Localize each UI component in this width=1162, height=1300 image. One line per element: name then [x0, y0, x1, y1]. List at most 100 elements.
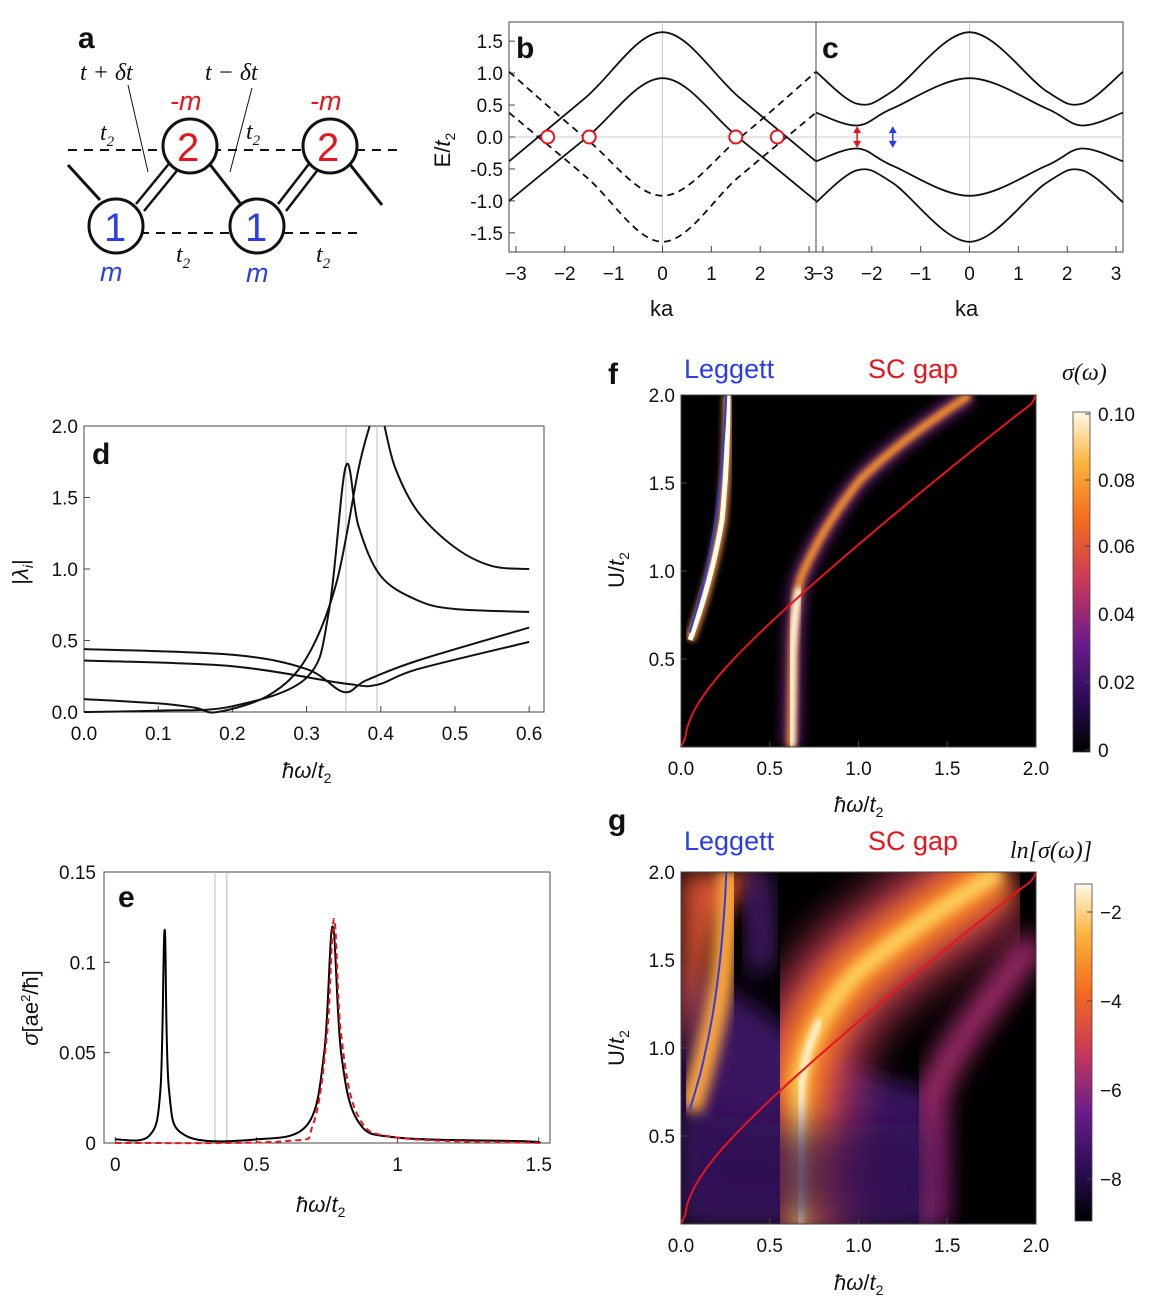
gap-arrow-head — [888, 140, 897, 148]
x-tick-label: 1.5 — [934, 759, 960, 780]
legend-sc-gap: SC gap — [868, 354, 958, 384]
colorbar-tick-label: 0.04 — [1098, 605, 1135, 626]
y-tick-label: 2.0 — [649, 386, 675, 407]
panel-b-plot: −3 −2 −1 0 1 2 3 1.5 1.0 0.5 0.0 -0.5 -1.0 -1.5 — [470, 22, 817, 285]
heatmap-f-image — [681, 395, 1036, 747]
colorbar-title-g: ln[σ(ω)] — [1010, 838, 1092, 864]
x-tick-label: 3 — [804, 264, 815, 285]
leggett-curve — [688, 871, 728, 1110]
panel-e-plot: 0 0.5 1 1.5 0.15 0.1 0.05 0 — [59, 863, 552, 1176]
x-tick-label: 0 — [110, 1155, 121, 1176]
legend-sc-gap: SC gap — [868, 826, 958, 856]
panel-c-plot: −3 −2 −1 0 1 2 3 — [812, 22, 1124, 285]
pointer-plus — [127, 84, 149, 173]
panel-b-band-structure: b −3 −2 −1 0 1 2 31.51.00.50.0-0.5-1.0-1.5 ka … — [430, 21, 817, 321]
x-tick-label: 0.4 — [368, 724, 395, 745]
colorbar-tick-label: 0.06 — [1098, 537, 1135, 558]
y-tick-label: 1.0 — [649, 562, 675, 583]
panel-d-plot: 0.0 0.1 0.2 0.3 0.4 0.5 0.6 2.0 1.5 1.0 0.5 0.0 — [52, 417, 543, 745]
y-tick-label: 0.0 — [52, 703, 78, 724]
band-line — [508, 77, 817, 202]
x-tick-label: 1 — [1013, 264, 1024, 285]
t2-label: t2 — [176, 242, 191, 272]
panel-f-ylabel: U/t2 — [604, 552, 632, 588]
y-tick-label: 0.5 — [477, 96, 503, 117]
heatmap-f-axes: 0.0 0.5 1.0 1.5 2.0 2.0 1.5 1.0 0.5 — [649, 386, 1050, 780]
panel-g-heatmap: g Leggett SC gap ln[σ(ω)] 0.0 0.5 1.0 1.5 2.… — [604, 804, 1122, 1298]
sc-gap-curve — [680, 394, 1037, 748]
panel-d-ylabel: |λi| — [8, 559, 36, 584]
y-tick-label: 2.0 — [52, 417, 78, 438]
mass-label-neg-m: -m — [310, 86, 341, 116]
heatmap-f-overlays — [680, 394, 1037, 748]
y-tick-label: 1.5 — [649, 951, 675, 972]
x-tick-label: 2 — [755, 264, 766, 285]
panel-label-d: d — [92, 438, 110, 471]
panel-g-xlabel: ħω/t2 — [834, 1270, 884, 1298]
double-bond-1a — [135, 159, 173, 205]
panel-a-lattice-diagram: a 1 1 2 2 m m -m -m t + δt t − δt t2 t2 … — [66, 22, 398, 288]
mass-label-m: m — [246, 258, 269, 288]
colorbar-tick-label: 0.02 — [1098, 673, 1135, 694]
x-tick-label: 0 — [964, 264, 975, 285]
x-tick-label: 1 — [706, 264, 717, 285]
eigenvalue-curve — [83, 425, 371, 714]
panel-label-a: a — [78, 22, 95, 55]
x-tick-label: 1.5 — [525, 1155, 551, 1176]
panel-label-b: b — [516, 32, 534, 65]
x-tick-label: 0.1 — [145, 724, 171, 745]
y-tick-label: 0.5 — [649, 1127, 675, 1148]
colorbar-g-ticks: −2 −4 −6 −8 — [1087, 903, 1122, 1191]
legend-leggett: Leggett — [684, 354, 775, 384]
mass-label-neg-m: -m — [170, 86, 201, 116]
panel-label-g: g — [608, 804, 626, 837]
site-2-label: 2 — [317, 126, 339, 170]
conductivity-curve — [115, 917, 539, 1145]
colorbar-tick-label: 0.10 — [1098, 405, 1135, 426]
t2-label: t2 — [316, 242, 331, 272]
dirac-point-marker — [769, 129, 785, 145]
y-tick-label: 0.15 — [59, 863, 96, 884]
x-tick-label: 0.2 — [219, 724, 245, 745]
y-tick-label: 1.0 — [52, 560, 78, 581]
panel-b-ylabel: E/t2 — [430, 132, 458, 167]
colorbar-tick-label: 0.08 — [1098, 471, 1135, 492]
gap-arrow-head — [888, 126, 897, 134]
x-tick-label: 0.3 — [293, 724, 319, 745]
bond-right — [346, 161, 384, 206]
heatmap-g-image — [681, 872, 1036, 1224]
y-tick-label: 1.5 — [52, 489, 78, 510]
y-tick-label: 1.5 — [477, 32, 503, 53]
y-tick-label: 1.0 — [649, 1039, 675, 1060]
y-tick-label: 0.5 — [649, 650, 675, 671]
panel-e-conductivity: e 0 0.5 1 1.5 0.15 0.1 0.05 0 ħω/t2 σ[ae2/ħ] — [18, 863, 552, 1220]
y-tick-label: 0.05 — [59, 1044, 96, 1065]
t2-label: t2 — [100, 120, 115, 150]
x-tick-label: −3 — [505, 264, 527, 285]
x-tick-label: 0.5 — [757, 759, 783, 780]
mass-label-m: m — [100, 257, 123, 287]
band-line — [815, 168, 1124, 243]
x-tick-label: 2 — [1062, 264, 1073, 285]
colorbar-title-f: σ(ω) — [1062, 360, 1107, 386]
eigenvalue-curve — [383, 425, 530, 570]
x-tick-label: 1.0 — [845, 1236, 871, 1257]
y-tick-label: 0 — [85, 1134, 96, 1155]
colorbar-tick-label: −6 — [1100, 1081, 1122, 1102]
colorbar-tick-label: −4 — [1100, 992, 1122, 1013]
double-bond-2b — [285, 166, 321, 212]
gap-arrow-head — [853, 140, 862, 148]
x-tick-label: 0.0 — [668, 759, 694, 780]
x-tick-label: 2.0 — [1023, 1236, 1049, 1257]
dirac-point-marker — [728, 129, 744, 145]
y-tick-label: 0.1 — [70, 953, 96, 974]
panel-label-c: c — [822, 32, 839, 65]
x-tick-label: 0.0 — [668, 1236, 694, 1257]
panel-f-xlabel: ħω/t2 — [834, 792, 884, 820]
site-1-label: 1 — [104, 206, 126, 250]
double-bond-1b — [143, 166, 181, 212]
legend-leggett: Leggett — [684, 826, 775, 856]
panel-d-xlabel: ħω/t2 — [282, 758, 332, 786]
y-tick-label: 2.0 — [649, 863, 675, 884]
t2-label: t2 — [246, 119, 261, 149]
